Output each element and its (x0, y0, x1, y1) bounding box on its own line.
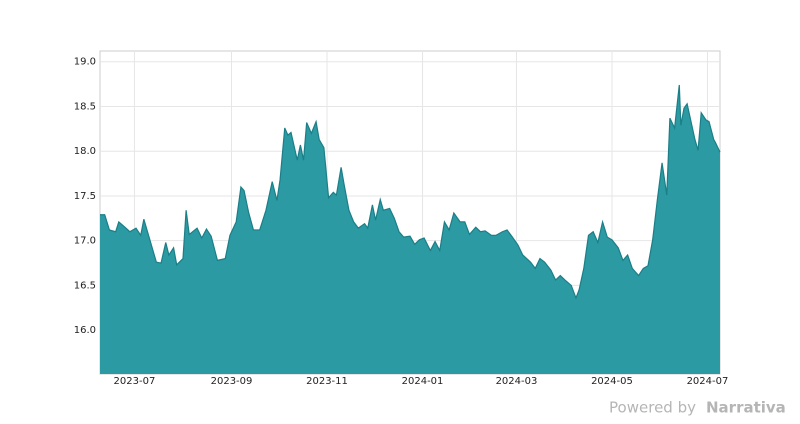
x-tick-label: 2023-09 (211, 376, 253, 387)
y-tick-label: 16.5 (74, 280, 96, 291)
area-line (100, 84, 721, 300)
y-tick-label: 18.5 (74, 101, 96, 112)
x-tick-label: 2024-07 (687, 376, 729, 387)
y-tick-label: 19.0 (74, 57, 96, 68)
y-tick-label: 16.0 (74, 325, 96, 336)
watermark-brand: Narrativa (706, 399, 786, 417)
y-tick-label: 17.5 (74, 191, 96, 202)
x-tick-label: 2024-05 (591, 376, 633, 387)
y-tick-label: 18.0 (74, 146, 96, 157)
x-tick-label: 2023-07 (114, 376, 156, 387)
y-tick-label: 17.0 (74, 236, 96, 247)
x-tick-label: 2023-11 (306, 376, 348, 387)
area (100, 85, 720, 374)
watermark-prefix: Powered by (609, 399, 696, 417)
x-tick-label: 2024-01 (402, 376, 444, 387)
x-tick-label: 2024-03 (496, 376, 538, 387)
